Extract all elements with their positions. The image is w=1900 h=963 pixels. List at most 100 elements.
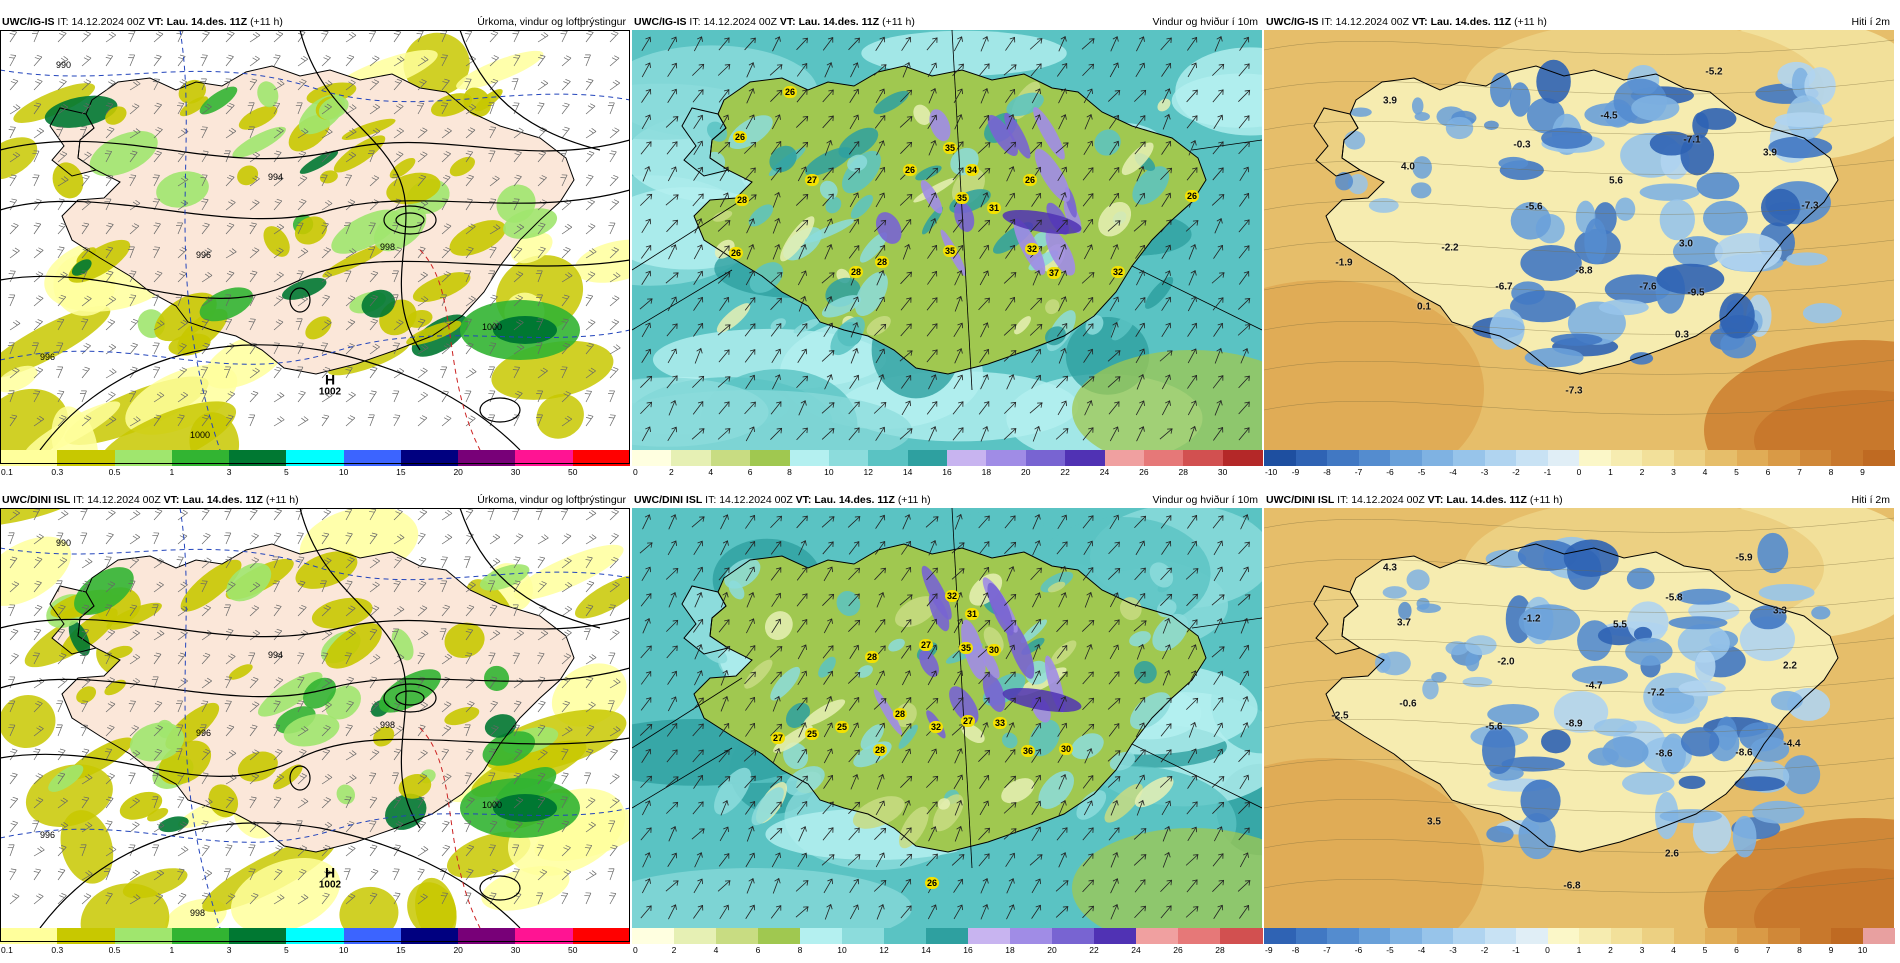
colorbar-tick-label: -9 xyxy=(1291,467,1300,477)
colorbar: -9 -8 -7 -6 -5 -4 -3 -2 -1 0 1 2 3 4 5 6 7 8 9 10 xyxy=(1264,928,1895,956)
colorbar-tick-label: 5 xyxy=(283,467,289,477)
panel-header: UWC/DINI ISL IT: 14.12.2024 00Z VT: Lau.… xyxy=(0,493,630,508)
colorbar-swatch xyxy=(1390,450,1422,466)
isobar-label: 998 xyxy=(190,908,205,918)
colorbar-tick-label: 12 xyxy=(879,945,889,955)
temperature-label: -6.8 xyxy=(1563,880,1581,892)
lead-time: (+11 h) xyxy=(265,494,299,506)
colorbar-tick-label: 26 xyxy=(1139,467,1149,477)
colorbar-tick-label: 6 xyxy=(747,467,753,477)
colorbar-swatch xyxy=(458,928,516,944)
temperature-label: -5.6 xyxy=(1485,721,1503,733)
colorbar-swatch xyxy=(1358,450,1391,466)
colorbar-swatch xyxy=(1222,450,1263,466)
colorbar-tick-label: 3 xyxy=(226,467,232,477)
temperature-label: -4.5 xyxy=(1600,110,1618,122)
colorbar-tick-label: 22 xyxy=(1089,945,1099,955)
panel-temp-dini: UWC/DINI ISL IT: 14.12.2024 00Z VT: Lau.… xyxy=(1264,493,1895,963)
colorbar-tick-label: -5 xyxy=(1417,467,1426,477)
temperature-label: -4.4 xyxy=(1783,738,1801,750)
colorbar-tick-label: 20 xyxy=(1021,467,1031,477)
map-temperature xyxy=(1264,30,1894,450)
init-time: 14.12.2024 00Z xyxy=(719,494,793,506)
colorbar-tick-label: -2 xyxy=(1512,467,1520,477)
isobar-label: 1000 xyxy=(482,800,502,810)
colorbar-swatch xyxy=(789,450,830,466)
temperature-label: -8.6 xyxy=(1655,748,1673,760)
init-label: IT: xyxy=(73,494,85,506)
high-pressure-marker: H 1002 xyxy=(319,372,341,397)
map-wind xyxy=(632,30,1262,450)
init-time: 14.12.2024 00Z xyxy=(1351,494,1425,506)
colorbar-swatch xyxy=(1579,928,1611,944)
temperature-label: -1.2 xyxy=(1523,613,1541,625)
temperature-label: -9.5 xyxy=(1687,287,1705,299)
colorbar-tick-label: -5 xyxy=(1386,945,1394,955)
colorbar-tick-label: 20 xyxy=(453,467,463,477)
colorbar-swatch xyxy=(1673,928,1706,944)
gust-label: 28 xyxy=(734,194,750,206)
colorbar-swatch xyxy=(1220,928,1263,944)
colorbar-swatch xyxy=(572,928,631,944)
colorbar-tick-label: 8 xyxy=(797,945,803,955)
gust-label: 35 xyxy=(954,192,970,204)
colorbar: 0 2 4 6 8 10 12 14 16 18 20 22 24 26 28 xyxy=(632,928,1263,956)
gust-label: 25 xyxy=(804,728,820,740)
temperature-label: -8.6 xyxy=(1735,747,1753,759)
init-label: IT: xyxy=(1337,494,1349,506)
valid-time: Lau. 14.des. 11Z xyxy=(182,494,263,506)
temperature-label: -0.6 xyxy=(1399,698,1417,710)
colorbar-swatch xyxy=(229,928,287,944)
colorbar-tick-label: 5 xyxy=(1702,945,1708,955)
colorbar-tick-label: 14 xyxy=(902,467,913,477)
colorbar-swatch xyxy=(0,928,58,944)
colorbar-swatch xyxy=(1025,450,1066,466)
colorbar-tick-label: 18 xyxy=(981,467,992,477)
valid-label: VT: xyxy=(147,16,164,28)
isobar-label: 996 xyxy=(196,250,211,260)
panel-wind-igis: UWC/IG-IS IT: 14.12.2024 00Z VT: Lau. 14… xyxy=(632,15,1263,485)
colorbar-tick-label: -4 xyxy=(1449,467,1457,477)
panel-title: Úrkoma, vindur og loftþrýstingur xyxy=(477,16,626,28)
colorbar-swatch xyxy=(1484,450,1517,466)
colorbar-tick-label: -2 xyxy=(1480,945,1489,955)
valid-label: VT: xyxy=(163,494,180,506)
valid-time: Lau. 14.des. 11Z xyxy=(1446,494,1527,506)
colorbar-swatch xyxy=(286,450,345,466)
isobar-label: 996 xyxy=(40,352,55,362)
gust-label: 26 xyxy=(728,247,744,259)
colorbar-swatch xyxy=(1264,450,1296,466)
lead-time: (+11 h) xyxy=(1514,16,1547,28)
model-name: UWC/IG-IS xyxy=(2,16,55,28)
lead-time: (+11 h) xyxy=(897,494,931,506)
colorbar-tick-label: 26 xyxy=(1173,945,1183,955)
colorbar-tick-label: 50 xyxy=(567,945,578,955)
isobar-label: 998 xyxy=(380,242,395,252)
precip-map-svg: 990 994 996 998 1000 1000 996 xyxy=(0,30,630,450)
colorbar-tick-label: 20 xyxy=(1047,945,1057,955)
colorbar-swatch xyxy=(515,928,574,944)
gust-label: 26 xyxy=(924,877,940,889)
colorbar-tick-label: 10 xyxy=(1857,945,1868,955)
model-name: UWC/DINI ISL xyxy=(2,494,71,506)
temperature-label: -7.2 xyxy=(1647,687,1665,699)
colorbar: 0.1 0.3 0.5 1 3 5 10 15 20 30 50 xyxy=(0,928,631,956)
colorbar: 0 2 4 6 8 10 12 14 16 18 20 22 24 26 28 30 xyxy=(632,450,1263,478)
colorbar-swatch xyxy=(114,928,173,944)
colorbar-swatch xyxy=(343,450,402,466)
gust-label: 28 xyxy=(874,256,890,268)
panel-header: UWC/DINI ISL IT: 14.12.2024 00Z VT: Lau.… xyxy=(1264,493,1894,508)
colorbar-tick-label: 0.3 xyxy=(51,945,64,955)
colorbar-swatch xyxy=(57,450,116,466)
colorbar-swatch xyxy=(674,928,717,944)
colorbar-swatch xyxy=(1610,928,1643,944)
isobar-label: 996 xyxy=(196,728,211,738)
colorbar-swatch xyxy=(1264,928,1296,944)
colorbar-tick-label: 0 xyxy=(1576,467,1582,477)
init-time: 14.12.2024 00Z xyxy=(71,16,145,28)
colorbar-swatch xyxy=(1327,928,1359,944)
gust-label: 35 xyxy=(942,245,958,257)
colorbar-tick-label: 20 xyxy=(453,945,463,955)
temperature-label: 4.0 xyxy=(1401,161,1415,173)
colorbar-tick-label: 0 xyxy=(633,945,638,955)
